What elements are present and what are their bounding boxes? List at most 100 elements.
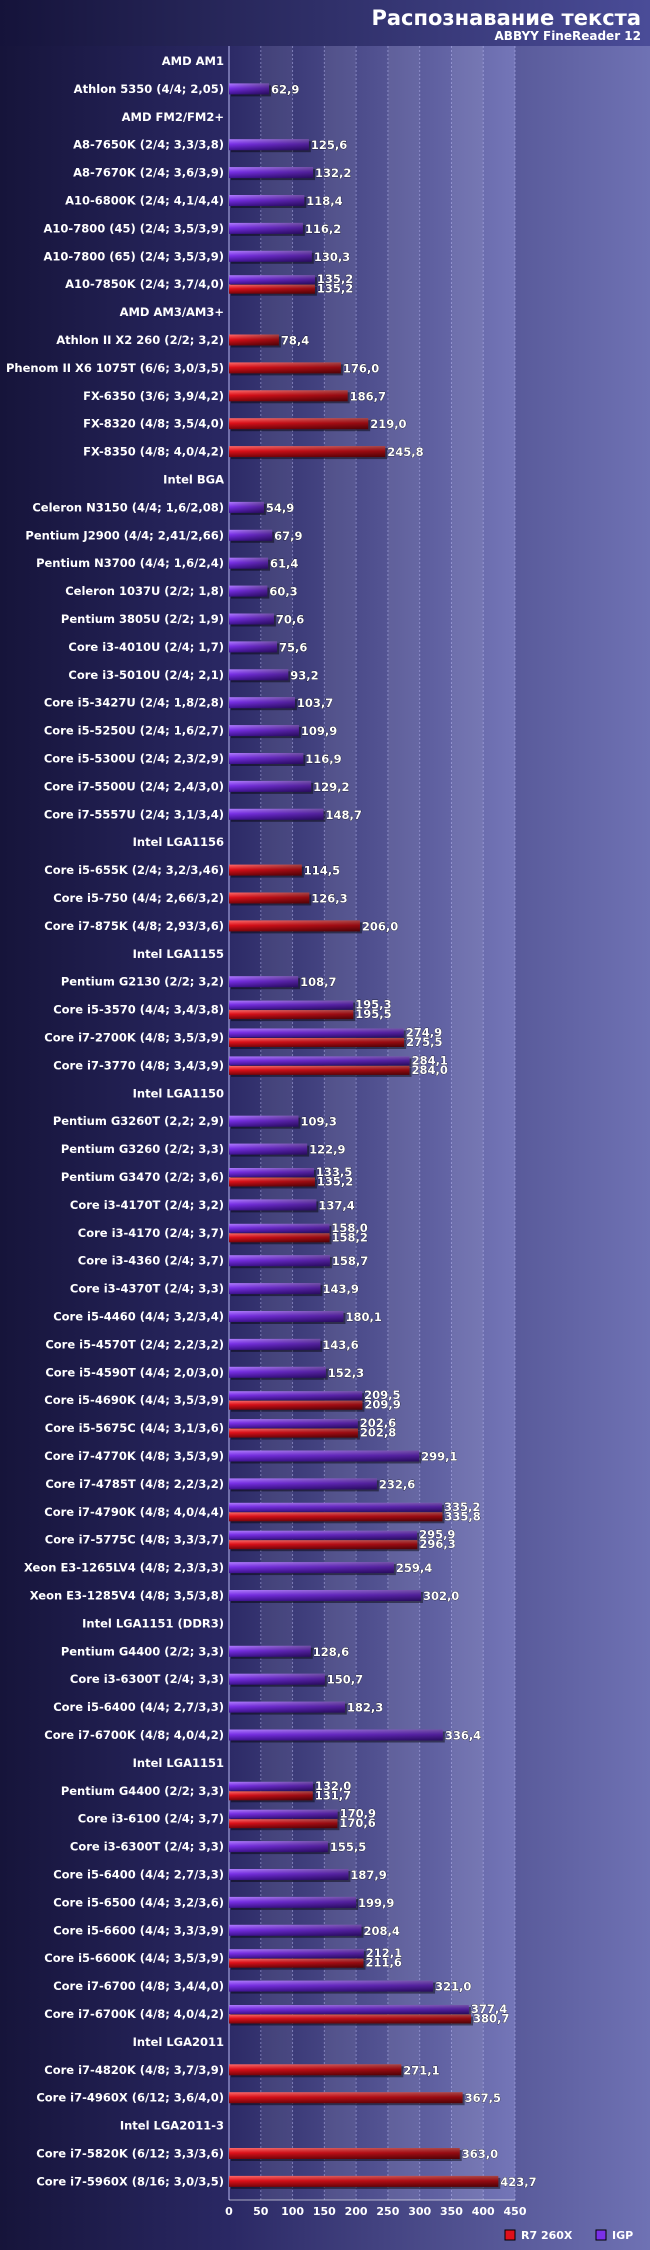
igp-value-label: 116,2: [305, 222, 341, 236]
category-label: Core i5-5300U (2/4; 2,3/2,9): [44, 752, 224, 766]
x-tick-label: 150: [313, 2205, 336, 2218]
data-row: Core i5-655K (2/4; 3,2/3,46) 114,5: [44, 863, 340, 878]
igp-bar-gloss: [229, 1311, 344, 1322]
r7-value-label: 209,9: [364, 1398, 400, 1412]
category-label: Core i5-6400 (4/4; 2,7/3,3): [53, 1700, 224, 1714]
x-tick-label: 50: [253, 2205, 269, 2218]
igp-value-label: 180,1: [345, 1310, 381, 1324]
group-label: Intel LGA2011-3: [120, 2119, 224, 2133]
igp-bar-gloss: [229, 1869, 349, 1880]
igp-bar-gloss: [229, 1028, 404, 1038]
r7-bar-gloss: [229, 920, 360, 932]
category-label: Core i7-3770 (4/8; 3,4/3,9): [53, 1058, 224, 1072]
r7-bar-gloss: [229, 2092, 463, 2104]
data-row: A10-7800 (65) (2/4; 3,5/3,9) 130,3: [44, 249, 351, 264]
r7-value-label: 296,3: [419, 1537, 455, 1551]
group-label: Intel LGA1150: [133, 1086, 224, 1100]
data-row: Core i5-6400 (4/4; 2,7/3,3) 182,3: [53, 1700, 383, 1715]
igp-bar-gloss: [229, 1391, 363, 1401]
r7-bar-gloss: [229, 1038, 405, 1047]
data-row: Core i3-4010U (2/4; 1,7) 75,6: [68, 640, 307, 655]
category-label: Core i7-6700 (4/8; 3,4/4,0): [53, 1979, 224, 1993]
igp-value-label: 75,6: [279, 640, 307, 654]
category-label: Celeron 1037U (2/2; 1,8): [65, 584, 224, 598]
r7-bar-gloss: [229, 446, 386, 458]
igp-value-label: 143,9: [322, 1282, 358, 1296]
igp-value-label: 274,9: [406, 1026, 442, 1040]
category-label: Core i7-4790K (4/8; 4,0/4,4): [44, 1505, 224, 1519]
r7-value-label: 202,8: [360, 1426, 396, 1440]
igp-value-label: 202,6: [360, 1416, 396, 1430]
category-label: Core i7-4820K (4/8; 3,7/3,9): [44, 2063, 224, 2077]
igp-bar-gloss: [229, 1502, 443, 1512]
igp-value-label: 259,4: [396, 1561, 432, 1575]
legend-swatch-r7: [504, 2229, 516, 2241]
igp-bar-gloss: [229, 976, 299, 988]
category-label: Pentium G3470 (2/2; 3,6): [61, 1170, 224, 1184]
category-label: Core i5-6500 (4/4; 3,2/3,6): [53, 1895, 224, 1909]
igp-value-label: 70,6: [276, 613, 304, 627]
r7-value-label: 176,0: [343, 361, 379, 375]
data-row: Core i7-875K (4/8; 2,93/3,6) 206,0: [44, 919, 398, 934]
x-tick-label: 450: [504, 2205, 527, 2218]
igp-value-label: 130,3: [314, 250, 350, 264]
igp-bar-gloss: [229, 1924, 362, 1936]
data-row: Core i5-3427U (2/4; 1,8/2,8) 103,7: [44, 696, 334, 711]
category-label: Core i7-4770K (4/8; 3,5/3,9): [44, 1449, 224, 1463]
data-row: FX-8350 (4/8; 4,0/4,2) 245,8: [83, 445, 424, 460]
group-label: AMD AM3/AM3+: [120, 305, 224, 319]
igp-value-label: 209,5: [364, 1388, 400, 1402]
category-label: Pentium G4400 (2/2; 3,3): [61, 1784, 224, 1798]
category-label: Core i7-4960X (6/12; 3,6/4,0): [36, 2091, 224, 2105]
data-row: Pentium G2130 (2/2; 3,2) 108,7: [61, 975, 337, 990]
data-row: Pentium J2900 (4/4; 2,41/2,66) 67,9: [25, 528, 302, 543]
data-row: Core i3-5010U (2/4; 2,1) 93,2: [68, 668, 318, 683]
r7-value-label: 131,7: [315, 1788, 351, 1802]
r7-value-label: 380,7: [473, 2012, 509, 2026]
r7-bar-gloss: [229, 334, 279, 346]
igp-bar-gloss: [229, 1645, 311, 1657]
chart-subtitle: ABBYY FineReader 12: [495, 29, 641, 43]
r7-value-label: 211,6: [365, 1956, 401, 1970]
igp-bar-gloss: [229, 753, 304, 764]
igp-bar-gloss: [229, 1729, 443, 1741]
r7-value-label: 275,5: [406, 1035, 442, 1049]
igp-bar-gloss: [229, 1701, 345, 1713]
data-row: Core i7-4785T (4/8; 2,2/3,2) 232,6: [45, 1477, 415, 1492]
x-tick-label: 250: [376, 2205, 399, 2218]
group-row: Intel BGA: [163, 473, 224, 487]
igp-bar-gloss: [229, 613, 274, 625]
plot-bands: [229, 46, 516, 2200]
igp-value-label: 377,4: [471, 2002, 507, 2016]
group-row: Intel LGA1150: [133, 1086, 224, 1100]
data-row: Pentium G4400 (2/2; 3,3) 128,6: [61, 1644, 350, 1659]
category-label: Core i5-6600K (4/4; 3,5/3,9): [44, 1951, 224, 1965]
category-label: Core i5-6600 (4/4; 3,3/3,9): [53, 1923, 224, 1937]
r7-bar-gloss: [229, 2175, 499, 2187]
r7-value-label: 195,5: [355, 1007, 391, 1021]
data-row: Core i3-4370T (2/4; 3,3) 143,9: [70, 1282, 359, 1297]
igp-bar-gloss: [229, 222, 303, 234]
category-label: Core i5-3570 (4/4; 3,4/3,8): [53, 1003, 224, 1017]
category-label: Core i5-4690K (4/4; 3,5/3,9): [44, 1393, 224, 1407]
data-row: A10-7800 (45) (2/4; 3,5/3,9) 116,2: [44, 221, 342, 236]
group-row: Intel LGA2011-3: [120, 2119, 224, 2133]
plot-band: [387, 46, 420, 2200]
r7-bar-gloss: [229, 390, 348, 402]
igp-bar-gloss: [229, 1000, 354, 1010]
r7-bar-gloss: [229, 892, 310, 904]
igp-value-label: 128,6: [313, 1645, 349, 1659]
r7-value-label: 245,8: [387, 445, 423, 459]
category-label: Core i5-5250U (2/4; 1,6/2,7): [44, 724, 224, 738]
r7-value-label: 423,7: [500, 2175, 536, 2189]
legend: R7 260X IGP: [504, 2229, 633, 2242]
r7-value-label: 186,7: [350, 389, 386, 403]
igp-value-label: 108,7: [300, 975, 336, 989]
data-row: Core i5-5250U (2/4; 1,6/2,7) 109,9: [44, 724, 338, 739]
